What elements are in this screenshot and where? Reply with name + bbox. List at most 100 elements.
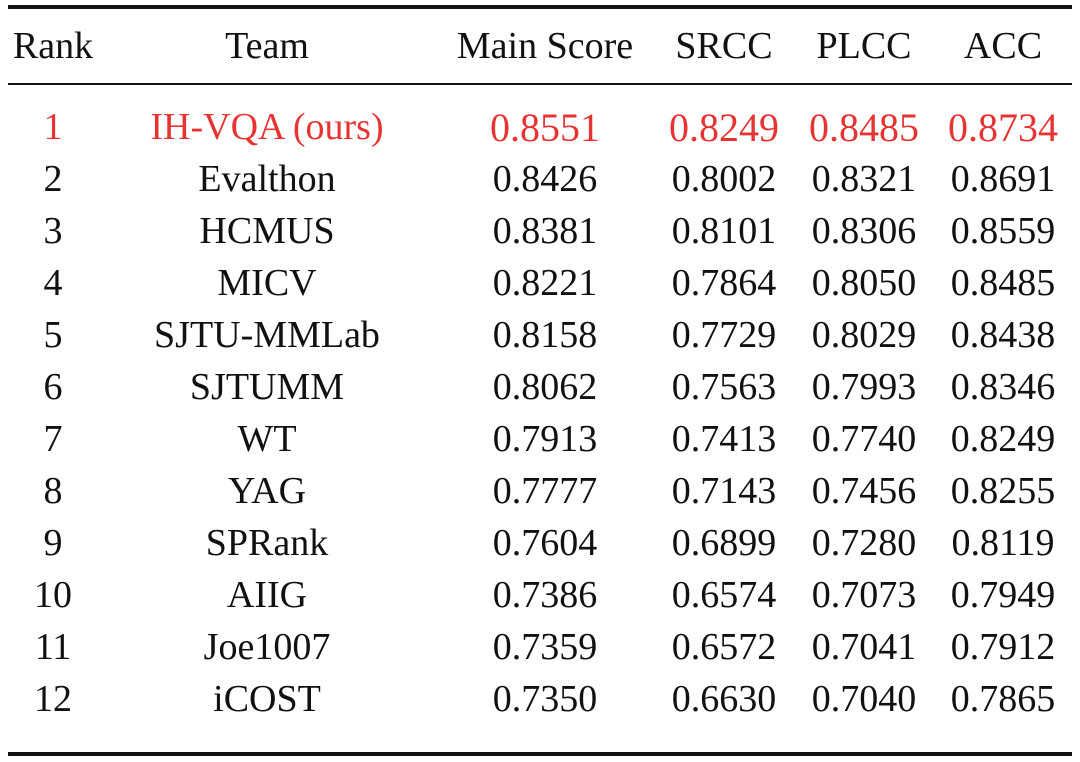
cell-team: MICV [217, 262, 317, 304]
header-srcc: SRCC [675, 25, 773, 67]
cell-main-score: 0.7350 [492, 678, 598, 720]
cell-rank: 2 [43, 158, 63, 200]
cell-plcc: 0.8321 [811, 158, 917, 200]
cell-srcc: 0.6574 [671, 574, 777, 616]
cell-srcc: 0.6630 [671, 678, 777, 720]
header-plcc: PLCC [816, 25, 912, 67]
cell-rank: 7 [43, 418, 63, 460]
cell-srcc: 0.7864 [671, 262, 777, 304]
cell-rank: 8 [43, 470, 63, 512]
cell-team: SPRank [205, 522, 329, 564]
cell-main-score: 0.8158 [492, 314, 598, 356]
table-row: 5 SJTU-MMLab 0.8158 0.7729 0.8029 0.8438 [8, 309, 1072, 361]
cell-plcc: 0.7456 [811, 470, 917, 512]
cell-acc: 0.8346 [950, 366, 1056, 408]
cell-team: Evalthon [198, 158, 336, 200]
cell-srcc: 0.8101 [671, 210, 777, 252]
cell-team: YAG [227, 470, 307, 512]
cell-srcc: 0.8249 [669, 104, 779, 150]
table-row: 7 WT 0.7913 0.7413 0.7740 0.8249 [8, 413, 1072, 465]
cell-main-score: 0.8551 [490, 104, 600, 150]
header-main-score: Main Score [456, 25, 634, 67]
cell-team: Joe1007 [203, 626, 331, 668]
cell-rank: 9 [43, 522, 63, 564]
header-acc: ACC [963, 25, 1043, 67]
header-row: Rank Team Main Score SRCC PLCC ACC [8, 9, 1072, 83]
cell-acc: 0.7949 [950, 574, 1056, 616]
cell-plcc: 0.8306 [811, 210, 917, 252]
cell-srcc: 0.7413 [671, 418, 777, 460]
cell-rank: 11 [34, 626, 72, 668]
cell-main-score: 0.8062 [492, 366, 598, 408]
cell-team: AIIG [226, 574, 308, 616]
cell-acc: 0.8734 [948, 104, 1058, 150]
header-spacer [8, 83, 1072, 101]
cell-acc: 0.8255 [950, 470, 1056, 512]
cell-main-score: 0.8221 [492, 262, 598, 304]
table-row: 12 iCOST 0.7350 0.6630 0.7040 0.7865 [8, 673, 1072, 725]
cell-acc: 0.8249 [950, 418, 1056, 460]
table-row: 3 HCMUS 0.8381 0.8101 0.8306 0.8559 [8, 205, 1072, 257]
cell-plcc: 0.7040 [811, 678, 917, 720]
table-row: 11 Joe1007 0.7359 0.6572 0.7041 0.7912 [8, 621, 1072, 673]
table-header: Rank Team Main Score SRCC PLCC ACC [8, 9, 1072, 101]
cell-plcc: 0.8029 [811, 314, 917, 356]
table-row: 10 AIIG 0.7386 0.6574 0.7073 0.7949 [8, 569, 1072, 621]
cell-main-score: 0.7386 [492, 574, 598, 616]
cell-rank: 1 [43, 106, 63, 148]
header-rank: Rank [12, 25, 94, 67]
cell-acc: 0.8119 [951, 522, 1055, 564]
header-rule [8, 83, 1072, 85]
cell-main-score: 0.7604 [492, 522, 598, 564]
table-row: 6 SJTUMM 0.8062 0.7563 0.7993 0.8346 [8, 361, 1072, 413]
cell-team: SJTUMM [189, 366, 345, 408]
table-body: 1 IH-VQA (ours) 0.8551 0.8249 0.8485 0.8734 2 E… [8, 101, 1072, 725]
cell-plcc: 0.7041 [811, 626, 917, 668]
cell-srcc: 0.6572 [671, 626, 777, 668]
cell-srcc: 0.7729 [671, 314, 777, 356]
cell-main-score: 0.8381 [492, 210, 598, 252]
cell-main-score: 0.7913 [492, 418, 598, 460]
table-row: 8 YAG 0.7777 0.7143 0.7456 0.8255 [8, 465, 1072, 517]
cell-team: HCMUS [199, 210, 335, 252]
table-row: 2 Evalthon 0.8426 0.8002 0.8321 0.8691 [8, 153, 1072, 205]
cell-rank: 5 [43, 314, 63, 356]
header-spacer-cell [8, 83, 1072, 101]
cell-acc: 0.8438 [950, 314, 1056, 356]
cell-team: iCOST [213, 678, 321, 720]
cell-rank: 4 [43, 262, 63, 304]
cell-main-score: 0.8426 [492, 158, 598, 200]
cell-plcc: 0.7993 [811, 366, 917, 408]
cell-srcc: 0.7143 [671, 470, 777, 512]
table-row: 4 MICV 0.8221 0.7864 0.8050 0.8485 [8, 257, 1072, 309]
table-row: 9 SPRank 0.7604 0.6899 0.7280 0.8119 [8, 517, 1072, 569]
cell-main-score: 0.7359 [492, 626, 598, 668]
cell-plcc: 0.7280 [811, 522, 917, 564]
cell-team: SJTU-MMLab [154, 314, 380, 356]
leaderboard-table: Rank Team Main Score SRCC PLCC ACC 1 IH-V… [8, 9, 1072, 725]
cell-acc: 0.8559 [950, 210, 1056, 252]
cell-rank: 10 [34, 574, 72, 616]
cell-rank: 6 [43, 366, 63, 408]
table-row: 1 IH-VQA (ours) 0.8551 0.8249 0.8485 0.8734 [8, 101, 1072, 153]
cell-plcc: 0.8050 [811, 262, 917, 304]
bottom-rule [8, 752, 1072, 756]
cell-acc: 0.7865 [950, 678, 1056, 720]
cell-team: IH-VQA (ours) [150, 106, 384, 148]
header-team: Team [225, 25, 309, 67]
cell-plcc: 0.7740 [811, 418, 917, 460]
cell-rank: 12 [34, 678, 72, 720]
top-rule [8, 5, 1072, 9]
cell-acc: 0.8691 [950, 158, 1056, 200]
cell-plcc: 0.7073 [811, 574, 917, 616]
cell-srcc: 0.8002 [671, 158, 777, 200]
cell-acc: 0.8485 [950, 262, 1056, 304]
cell-srcc: 0.7563 [671, 366, 777, 408]
cell-acc: 0.7912 [950, 626, 1056, 668]
cell-main-score: 0.7777 [492, 470, 598, 512]
cell-rank: 3 [43, 210, 63, 252]
cell-team: WT [237, 418, 297, 460]
cell-plcc: 0.8485 [809, 104, 919, 150]
cell-srcc: 0.6899 [671, 522, 777, 564]
